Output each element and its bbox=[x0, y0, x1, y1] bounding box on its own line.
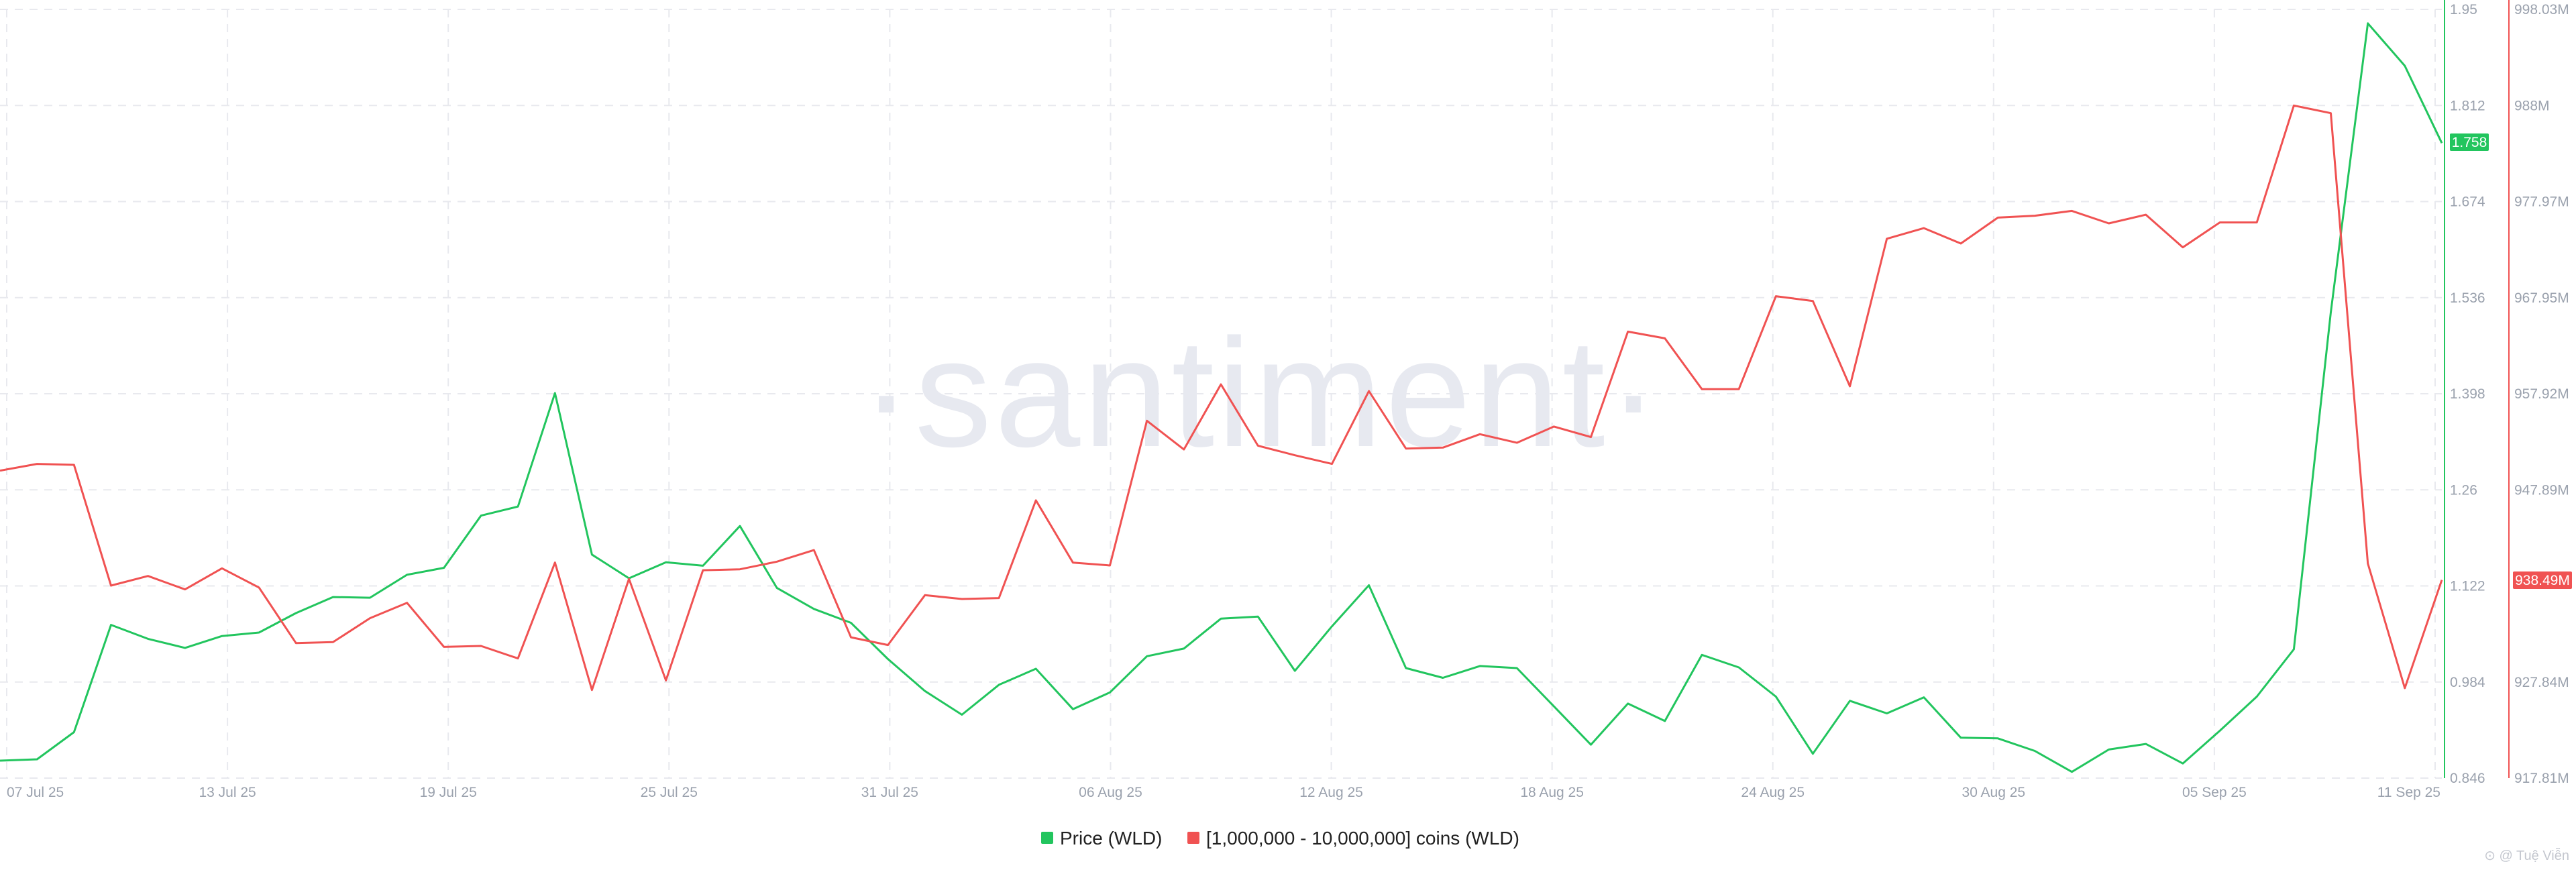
x-tick-label: 12 Aug 25 bbox=[1299, 785, 1363, 800]
axes bbox=[2444, 0, 2510, 778]
footer-logo: ⊙ @ Tuệ Viễn bbox=[2484, 848, 2569, 863]
y-left-tick-label: 1.122 bbox=[2450, 579, 2485, 594]
y-right-tick-label: 957.92M bbox=[2514, 386, 2569, 402]
holders-line bbox=[0, 104, 2443, 692]
x-tick-label: 13 Jul 25 bbox=[199, 785, 256, 800]
holders-badge bbox=[2513, 571, 2572, 589]
x-tick-label: 18 Aug 25 bbox=[1520, 785, 1584, 800]
y-left-tick-label: 1.536 bbox=[2450, 290, 2485, 306]
y-right-tick-label: 967.95M bbox=[2514, 290, 2569, 306]
santiment-watermark: ·santiment· bbox=[861, 307, 1662, 479]
y-left-tick-label: 0.984 bbox=[2450, 675, 2485, 690]
value-badges: 1.758 938.49M bbox=[2450, 133, 2572, 589]
price-badge-value: 1.758 bbox=[2452, 135, 2487, 150]
x-tick-label: 30 Aug 25 bbox=[1962, 785, 2026, 800]
y-right-tick-label: 947.89M bbox=[2514, 482, 2569, 498]
legend-label: [1,000,000 - 10,000,000] coins (WLD) bbox=[1206, 828, 1519, 849]
x-tick-label: 07 Jul 25 bbox=[7, 785, 64, 800]
legend-label: Price (WLD) bbox=[1060, 828, 1162, 849]
price-badge bbox=[2450, 133, 2489, 151]
grid-lines bbox=[0, 9, 2442, 779]
y-right-tick-label: 917.81M bbox=[2514, 771, 2569, 786]
y-right-tick-label: 927.84M bbox=[2514, 675, 2569, 690]
y-left-tick-label: 1.674 bbox=[2450, 195, 2485, 210]
y-left-tick-label: 1.812 bbox=[2450, 98, 2485, 113]
x-tick-label: 31 Jul 25 bbox=[861, 785, 918, 800]
x-tick-label: 24 Aug 25 bbox=[1741, 785, 1805, 800]
legend-swatch bbox=[1041, 832, 1053, 844]
y-right-tick-label: 988M bbox=[2514, 98, 2550, 113]
x-tick-label: 25 Jul 25 bbox=[641, 785, 698, 800]
x-tick-label: 05 Sep 25 bbox=[2182, 785, 2247, 800]
y-right-tick-label: 977.97M bbox=[2514, 195, 2569, 210]
legend[interactable]: Price (WLD) [1,000,000 - 10,000,000] coin… bbox=[1041, 828, 1519, 849]
price-line bbox=[0, 22, 2443, 773]
tick-labels: 1.95 1.812 1.674 1.536 1.398 1.26 1.122 0.984 0.… bbox=[7, 2, 2569, 800]
y-left-tick-label: 1.398 bbox=[2450, 386, 2485, 402]
series-lines bbox=[0, 22, 2443, 773]
legend-swatch bbox=[1187, 832, 1199, 844]
x-tick-label: 06 Aug 25 bbox=[1079, 785, 1142, 800]
x-tick-label: 11 Sep 25 bbox=[2377, 785, 2440, 800]
y-left-tick-label: 0.846 bbox=[2450, 771, 2485, 786]
holders-badge-value: 938.49M bbox=[2515, 573, 2570, 588]
y-left-tick-label: 1.26 bbox=[2450, 482, 2477, 498]
y-left-tick-label: 1.95 bbox=[2450, 2, 2477, 17]
x-tick-label: 19 Jul 25 bbox=[420, 785, 477, 800]
y-right-tick-label: 998.03M bbox=[2514, 2, 2569, 17]
